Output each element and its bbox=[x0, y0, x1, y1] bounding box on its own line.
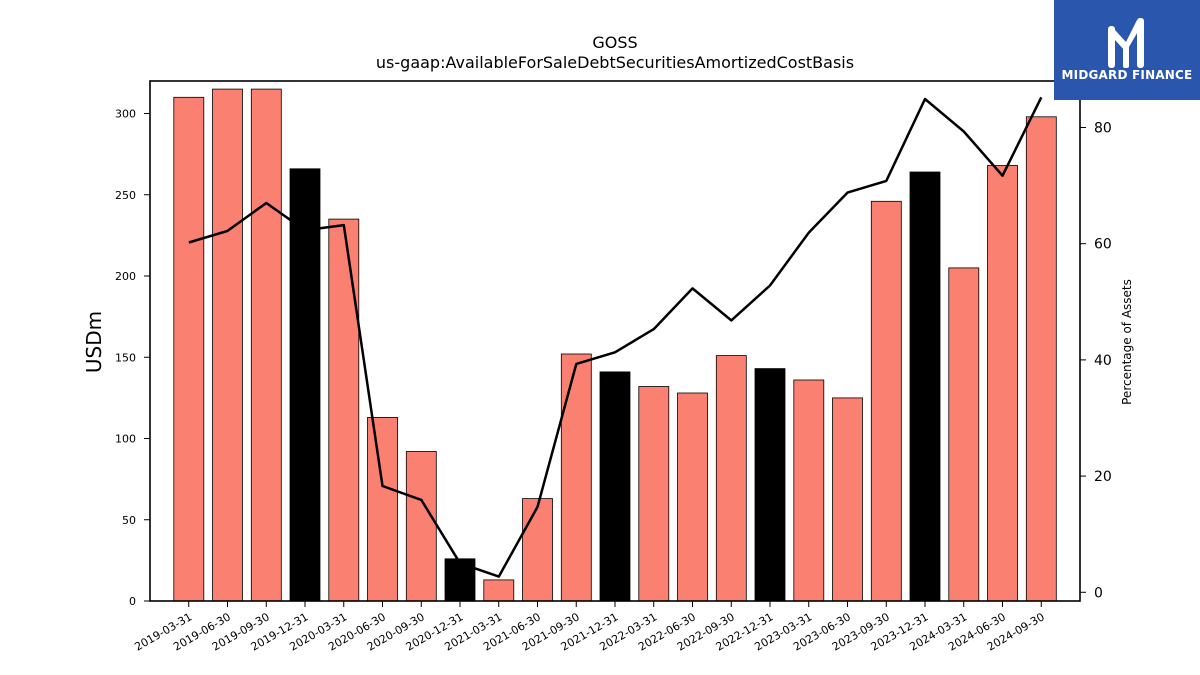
y2-tick-label: 60 bbox=[1094, 237, 1112, 253]
y-axis-label: USDm bbox=[82, 311, 106, 373]
bar-2021-06-30 bbox=[522, 498, 553, 602]
percentage-line-series bbox=[188, 96, 1043, 578]
bar-2021-03-31 bbox=[483, 579, 515, 602]
logo-mark-icon bbox=[1108, 18, 1144, 68]
logo-text: MIDGARD FINANCE bbox=[1061, 68, 1193, 82]
bar-2024-06-30 bbox=[987, 165, 1018, 602]
bar-2020-03-31 bbox=[328, 218, 360, 602]
chart-title: GOSS bbox=[592, 33, 637, 52]
percentage-line bbox=[188, 96, 1043, 578]
bar-2022-12-31 bbox=[754, 368, 786, 602]
y-tick-label: 100 bbox=[115, 433, 136, 446]
bar-2019-12-31 bbox=[289, 168, 321, 602]
bar-2019-03-31 bbox=[173, 96, 205, 602]
bar-2023-03-31 bbox=[793, 379, 825, 602]
bar-2020-06-30 bbox=[367, 416, 398, 602]
bar-2019-06-30 bbox=[212, 88, 243, 602]
bar-2023-06-30 bbox=[832, 397, 863, 602]
y2-tick-label: 0 bbox=[1094, 585, 1103, 601]
chart-subtitle: us-gaap:AvailableForSaleDebtSecuritiesAm… bbox=[376, 53, 854, 72]
bar-2024-09-30 bbox=[1025, 116, 1057, 602]
bar-2021-09-30 bbox=[560, 353, 592, 602]
bar-2023-12-31 bbox=[909, 171, 941, 602]
y2-axis-label: Percentage of Assets bbox=[1120, 279, 1134, 405]
bar-2024-03-31 bbox=[948, 267, 980, 602]
bar-2020-09-30 bbox=[405, 451, 437, 602]
bar-2020-12-31 bbox=[444, 558, 476, 602]
y-tick-label: 0 bbox=[129, 595, 136, 608]
y-tick-label: 300 bbox=[115, 108, 136, 121]
y2-tick-label: 80 bbox=[1094, 120, 1112, 136]
bar-2022-03-31 bbox=[638, 386, 670, 602]
bar-2019-09-30 bbox=[250, 88, 282, 602]
y2-tick-label: 40 bbox=[1094, 353, 1112, 369]
y-tick-label: 200 bbox=[115, 270, 136, 283]
y-tick-label: 50 bbox=[122, 514, 136, 527]
bar-2023-09-30 bbox=[870, 200, 902, 602]
midgard-finance-logo: MIDGARD FINANCE bbox=[1054, 0, 1200, 100]
y2-tick-label: 20 bbox=[1094, 469, 1112, 485]
bar-2022-06-30 bbox=[677, 392, 708, 602]
bar-2021-12-31 bbox=[599, 371, 631, 602]
bar-2022-09-30 bbox=[715, 355, 747, 602]
y-tick-label: 150 bbox=[115, 351, 136, 364]
y-tick-label: 250 bbox=[115, 189, 136, 202]
bar-series bbox=[173, 88, 1057, 602]
